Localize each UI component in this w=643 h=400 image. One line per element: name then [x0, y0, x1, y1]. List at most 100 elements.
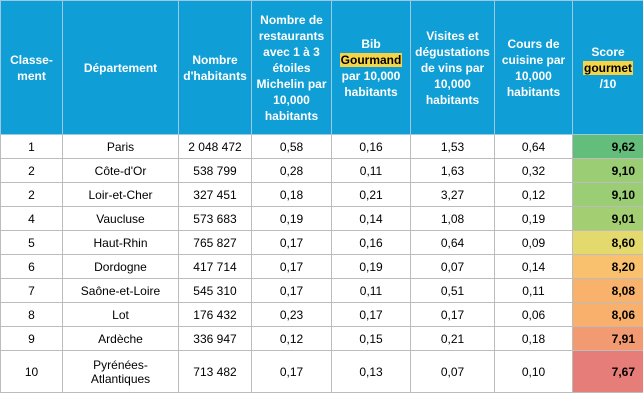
- cell-michelin: 0,19: [251, 206, 332, 231]
- cell-cooking: 0,32: [494, 158, 573, 183]
- cell-wine: 0,64: [410, 230, 495, 255]
- cell-department: Paris: [62, 134, 179, 159]
- cell-score: 9,01: [572, 206, 643, 231]
- cell-wine: 3,27: [410, 182, 495, 207]
- cell-wine: 0,51: [410, 278, 495, 303]
- cell-population: 176 432: [178, 302, 252, 327]
- cell-bib: 0,16: [331, 230, 411, 255]
- cell-bib: 0,17: [331, 302, 411, 327]
- cell-michelin: 0,23: [251, 302, 332, 327]
- header-row: Classe-ment Département Nombre d'habitan…: [0, 0, 643, 135]
- cell-department: Pyrénées-Atlantiques: [62, 350, 179, 393]
- cell-rank: 4: [0, 206, 63, 231]
- cell-michelin: 0,17: [251, 278, 332, 303]
- header-score-post: /10: [599, 76, 617, 91]
- cell-department: Vaucluse: [62, 206, 179, 231]
- cell-michelin: 0,18: [251, 182, 332, 207]
- header-bib-pre: Bib: [361, 36, 381, 51]
- cell-rank: 2: [0, 182, 63, 207]
- cell-cooking: 0,18: [494, 326, 573, 351]
- table-row: 9 Ardèche 336 947 0,12 0,15 0,21 0,18 7,91: [0, 326, 643, 351]
- cell-michelin: 0,28: [251, 158, 332, 183]
- header-score: Score gourmet/10: [572, 0, 643, 135]
- header-rank: Classe-ment: [0, 0, 63, 135]
- header-wine: Visites et dégustations de vins par 10,0…: [410, 0, 495, 135]
- table-row: 5 Haut-Rhin 765 827 0,17 0,16 0,64 0,09 8,60: [0, 230, 643, 255]
- cell-bib: 0,21: [331, 182, 411, 207]
- table-row: 8 Lot 176 432 0,23 0,17 0,17 0,06 8,06: [0, 302, 643, 327]
- cell-population: 573 683: [178, 206, 252, 231]
- cell-rank: 6: [0, 254, 63, 279]
- cell-population: 336 947: [178, 326, 252, 351]
- cell-population: 327 451: [178, 182, 252, 207]
- cell-cooking: 0,11: [494, 278, 573, 303]
- header-bib: Bib Gourmand par 10,000 habitants: [331, 0, 411, 135]
- cell-wine: 1,53: [410, 134, 495, 159]
- cell-rank: 8: [0, 302, 63, 327]
- table-row: 2 Côte-d'Or 538 799 0,28 0,11 1,63 0,32 9,10: [0, 158, 643, 183]
- header-score-highlight: gourmet: [583, 60, 633, 75]
- table-row: 10 Pyrénées-Atlantiques 713 482 0,17 0,13 0,0…: [0, 350, 643, 393]
- cell-department: Ardèche: [62, 326, 179, 351]
- cell-cooking: 0,64: [494, 134, 573, 159]
- cell-score: 9,62: [572, 134, 643, 159]
- cell-bib: 0,11: [331, 278, 411, 303]
- cell-michelin: 0,17: [251, 350, 332, 393]
- cell-rank: 7: [0, 278, 63, 303]
- cell-cooking: 0,12: [494, 182, 573, 207]
- cell-cooking: 0,06: [494, 302, 573, 327]
- cell-cooking: 0,14: [494, 254, 573, 279]
- cell-rank: 2: [0, 158, 63, 183]
- cell-score: 7,67: [572, 350, 643, 393]
- table-row: 6 Dordogne 417 714 0,17 0,19 0,07 0,14 8,20: [0, 254, 643, 279]
- cell-bib: 0,15: [331, 326, 411, 351]
- cell-rank: 5: [0, 230, 63, 255]
- cell-bib: 0,19: [331, 254, 411, 279]
- header-cooking: Cours de cuisine par 10,000 habitants: [494, 0, 573, 135]
- cell-department: Haut-Rhin: [62, 230, 179, 255]
- cell-rank: 9: [0, 326, 63, 351]
- cell-michelin: 0,17: [251, 254, 332, 279]
- header-department: Département: [62, 0, 179, 135]
- cell-score: 9,10: [572, 182, 643, 207]
- cell-rank: 10: [0, 350, 63, 393]
- cell-wine: 1,63: [410, 158, 495, 183]
- cell-score: 8,20: [572, 254, 643, 279]
- cell-population: 2 048 472: [178, 134, 252, 159]
- cell-bib: 0,14: [331, 206, 411, 231]
- cell-department: Loir-et-Cher: [62, 182, 179, 207]
- cell-cooking: 0,10: [494, 350, 573, 393]
- cell-michelin: 0,58: [251, 134, 332, 159]
- cell-score: 8,08: [572, 278, 643, 303]
- cell-cooking: 0,19: [494, 206, 573, 231]
- cell-score: 9,10: [572, 158, 643, 183]
- cell-michelin: 0,17: [251, 230, 332, 255]
- cell-score: 7,91: [572, 326, 643, 351]
- cell-department: Saône-et-Loire: [62, 278, 179, 303]
- cell-cooking: 0,09: [494, 230, 573, 255]
- cell-population: 538 799: [178, 158, 252, 183]
- cell-wine: 0,07: [410, 350, 495, 393]
- cell-wine: 0,17: [410, 302, 495, 327]
- table-row: 7 Saône-et-Loire 545 310 0,17 0,11 0,51 0,11 8,…: [0, 278, 643, 303]
- cell-population: 765 827: [178, 230, 252, 255]
- cell-department: Dordogne: [62, 254, 179, 279]
- cell-rank: 1: [0, 134, 63, 159]
- cell-score: 8,60: [572, 230, 643, 255]
- header-bib-highlight: Gourmand: [339, 52, 403, 67]
- cell-population: 713 482: [178, 350, 252, 393]
- header-bib-post: par 10,000 habitants: [341, 68, 401, 99]
- cell-population: 417 714: [178, 254, 252, 279]
- cell-wine: 0,07: [410, 254, 495, 279]
- cell-score: 8,06: [572, 302, 643, 327]
- header-michelin: Nombre de restaurants avec 1 à 3 étoiles…: [251, 0, 332, 135]
- cell-department: Lot: [62, 302, 179, 327]
- table-body: 1 Paris 2 048 472 0,58 0,16 1,53 0,64 9,62 2 Côte…: [0, 134, 643, 393]
- cell-population: 545 310: [178, 278, 252, 303]
- cell-wine: 0,21: [410, 326, 495, 351]
- cell-bib: 0,13: [331, 350, 411, 393]
- cell-michelin: 0,12: [251, 326, 332, 351]
- cell-department: Côte-d'Or: [62, 158, 179, 183]
- cell-wine: 1,08: [410, 206, 495, 231]
